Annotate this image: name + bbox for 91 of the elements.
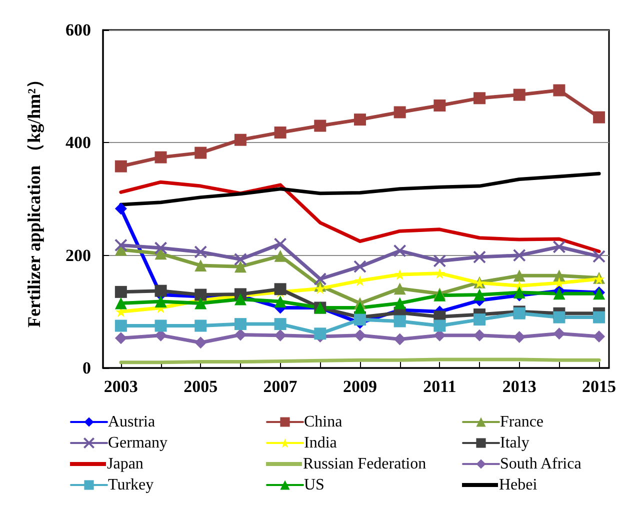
point (433, 254, 446, 268)
point (513, 270, 526, 282)
legend-label: Austria (108, 414, 156, 430)
point (513, 286, 526, 299)
legend-label: China (304, 414, 342, 430)
point (394, 297, 406, 310)
point (353, 260, 366, 274)
point (473, 250, 486, 264)
point (513, 88, 526, 101)
x-tick-label: 2007 (263, 377, 298, 396)
point (593, 111, 606, 124)
point (553, 328, 566, 340)
point (354, 302, 366, 314)
point (154, 284, 167, 297)
y-tick-label: 0 (82, 358, 91, 378)
point (593, 330, 606, 342)
legend-label: Germany (108, 434, 168, 452)
point (474, 314, 486, 326)
point (593, 311, 606, 324)
point (274, 250, 286, 262)
y-tick-label: 200 (66, 246, 91, 265)
x-tick-label: 2005 (184, 377, 218, 396)
x-tick-label: 2015 (582, 377, 616, 396)
point (314, 283, 326, 294)
point (274, 318, 286, 330)
point (234, 293, 246, 306)
point (194, 146, 207, 159)
point (194, 336, 207, 349)
point (474, 92, 486, 104)
point (354, 114, 366, 126)
point (234, 328, 246, 341)
point (434, 99, 446, 112)
legend-label: Turkey (108, 476, 154, 494)
point (394, 106, 406, 118)
point (512, 248, 526, 262)
point (114, 160, 127, 172)
point (553, 270, 566, 282)
point (154, 296, 167, 308)
legend-label: Hebei (499, 476, 538, 494)
legend-label: US (304, 476, 324, 494)
legend-label: India (304, 434, 337, 452)
line-series (119, 180, 601, 254)
point (553, 288, 566, 300)
point (114, 320, 127, 332)
point (394, 333, 406, 346)
point (154, 242, 168, 255)
legend-label: France (500, 414, 544, 430)
point (513, 331, 526, 344)
point (154, 151, 167, 164)
point (194, 259, 207, 272)
point (114, 238, 128, 252)
legend-label: South Africa (500, 456, 582, 472)
point (234, 252, 247, 266)
point (114, 202, 127, 215)
point (474, 288, 486, 301)
point (234, 134, 246, 146)
legend-label: Japan (107, 456, 144, 472)
y-axis-title: Fertilizer application （kg/hm²） (24, 70, 44, 328)
point (394, 315, 406, 328)
point (274, 126, 286, 139)
point (114, 286, 127, 298)
legend-label: Italy (500, 434, 530, 452)
point (434, 320, 446, 332)
point (393, 244, 406, 258)
y-tick-label: 400 (66, 133, 91, 152)
point (194, 297, 207, 310)
point (394, 282, 406, 295)
x-tick-label: 2011 (423, 377, 456, 396)
point (194, 320, 207, 332)
point (314, 120, 326, 132)
point (234, 260, 246, 273)
x-tick-label: 2013 (502, 377, 536, 396)
point (194, 245, 208, 258)
point (554, 277, 565, 288)
point (234, 318, 246, 330)
legend-label: Russian Federation (303, 456, 426, 472)
point (274, 283, 286, 296)
point (354, 314, 366, 326)
point (553, 311, 566, 324)
point (114, 332, 127, 344)
y-tick-label: 600 (66, 20, 91, 40)
point (114, 297, 127, 310)
x-tick-label: 2009 (342, 377, 377, 396)
point (553, 84, 566, 96)
point (154, 320, 167, 332)
point (552, 240, 566, 254)
point (274, 238, 287, 251)
point (274, 296, 286, 308)
x-tick-label: 2003 (104, 377, 138, 396)
point (314, 272, 327, 286)
point (592, 250, 606, 263)
